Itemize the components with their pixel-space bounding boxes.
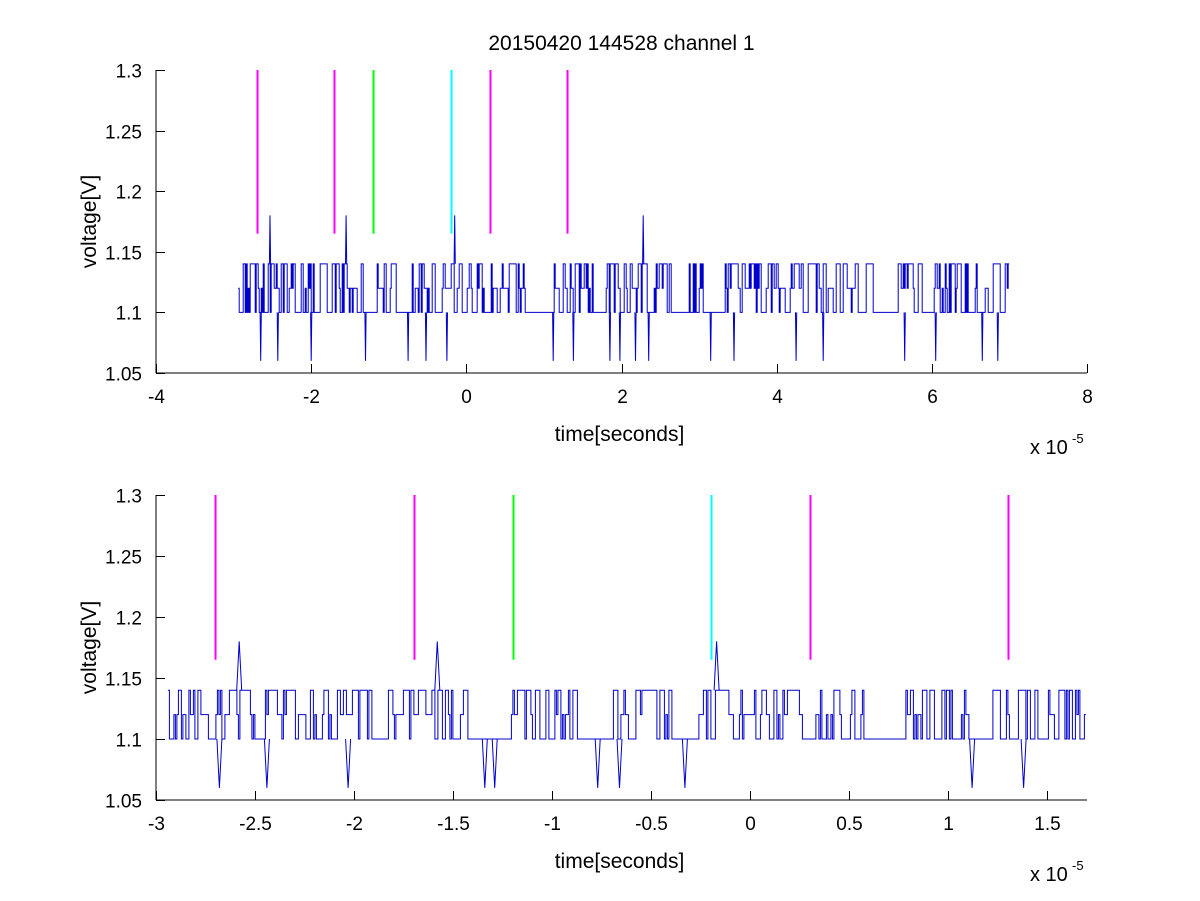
y-tick-label: 1.15 <box>105 670 142 691</box>
x-axis-label: time[seconds] <box>555 850 685 873</box>
x-tick-label: -2.5 <box>239 814 272 835</box>
x-tick-label: 6 <box>927 387 938 408</box>
y-tick-label: 1.15 <box>105 244 142 265</box>
x-tick-label: -3 <box>148 814 165 835</box>
spike-point <box>276 312 279 361</box>
spike-point <box>616 738 623 788</box>
spike-point <box>608 312 611 361</box>
spike-point <box>903 312 906 361</box>
x-tick-label: -2 <box>346 814 363 835</box>
spike-point <box>634 312 637 361</box>
x-tick-label: -2 <box>303 387 320 408</box>
spike-point <box>445 312 448 361</box>
series-trace <box>238 263 1010 313</box>
x-tick-label: 0.5 <box>836 814 862 835</box>
spike-point <box>364 312 367 361</box>
x-tick-label: 4 <box>772 387 783 408</box>
y-axis-label: voltage[V] <box>78 175 101 268</box>
spike-point <box>981 312 984 361</box>
spike-point <box>996 312 999 361</box>
x-tick-label: 2 <box>617 387 628 408</box>
spike-point <box>491 738 498 788</box>
spike-point <box>594 738 601 788</box>
x-tick-label: -4 <box>148 387 165 408</box>
y-tick-label: 1.1 <box>116 304 142 325</box>
spike-point <box>969 738 976 788</box>
spike-point <box>552 312 555 361</box>
spike-point <box>310 312 313 361</box>
spike-point <box>713 641 720 691</box>
spike-point <box>1020 738 1027 788</box>
spike-point <box>345 215 348 264</box>
chart-1: 1.05 1.1 1.15 1.2 1.25 1.3 -4 -2 0 2 4 6 8 time[secon… <box>78 32 1093 459</box>
x-exponent-power: -5 <box>1072 431 1084 446</box>
spike-point <box>407 312 410 361</box>
y-tick-label: 1.2 <box>116 609 142 630</box>
x-exponent-power: -5 <box>1072 858 1084 873</box>
spike-point <box>681 738 688 788</box>
y-tick-label: 1.3 <box>116 487 142 508</box>
series-trace <box>167 689 1086 740</box>
spike-point <box>268 215 272 264</box>
x-tick-label: 1.5 <box>1034 814 1060 835</box>
x-tick-label: -0.5 <box>635 814 668 835</box>
spike-point <box>434 641 441 691</box>
spike-point <box>732 312 736 361</box>
spike-point <box>709 312 712 361</box>
x-exponent-base: x 10 <box>1030 437 1068 459</box>
x-tick-label: 1 <box>943 814 954 835</box>
spike-point <box>216 738 223 788</box>
spike-point <box>572 312 575 361</box>
spike-point <box>345 738 352 788</box>
y-tick-label: 1.25 <box>105 123 142 144</box>
x-exponent-base: x 10 <box>1030 864 1068 886</box>
y-tick-label: 1.05 <box>105 792 142 813</box>
spike-point <box>795 312 798 361</box>
spike-point <box>642 215 645 264</box>
chart-title: 20150420 144528 channel 1 <box>488 32 754 55</box>
y-tick-label: 1.05 <box>105 365 142 386</box>
x-tick-label: -1.5 <box>437 814 470 835</box>
spike-point <box>481 738 488 788</box>
y-tick-label: 1.3 <box>116 62 142 83</box>
spike-point <box>259 312 262 361</box>
spike-point <box>263 738 270 788</box>
x-tick-label: 0 <box>745 814 756 835</box>
spike-point <box>934 312 937 361</box>
spike-point <box>822 312 825 361</box>
x-axis-label: time[seconds] <box>555 423 685 446</box>
spike-point <box>424 312 428 361</box>
spike-point <box>618 312 621 361</box>
spike-point <box>453 215 456 264</box>
spike-point <box>236 641 243 691</box>
x-tick-label: -1 <box>544 814 561 835</box>
x-tick-label: 8 <box>1082 387 1093 408</box>
chart-2: 1.05 1.1 1.15 1.2 1.25 1.3 -3 -2.5 -2 -1.5 -1 -0.5 0… <box>78 487 1087 886</box>
y-tick-label: 1.1 <box>116 731 142 752</box>
y-axis-label: voltage[V] <box>78 601 101 694</box>
y-tick-label: 1.25 <box>105 548 142 569</box>
spike-point <box>647 312 650 361</box>
y-tick-label: 1.2 <box>116 183 142 204</box>
x-tick-label: 0 <box>461 387 472 408</box>
